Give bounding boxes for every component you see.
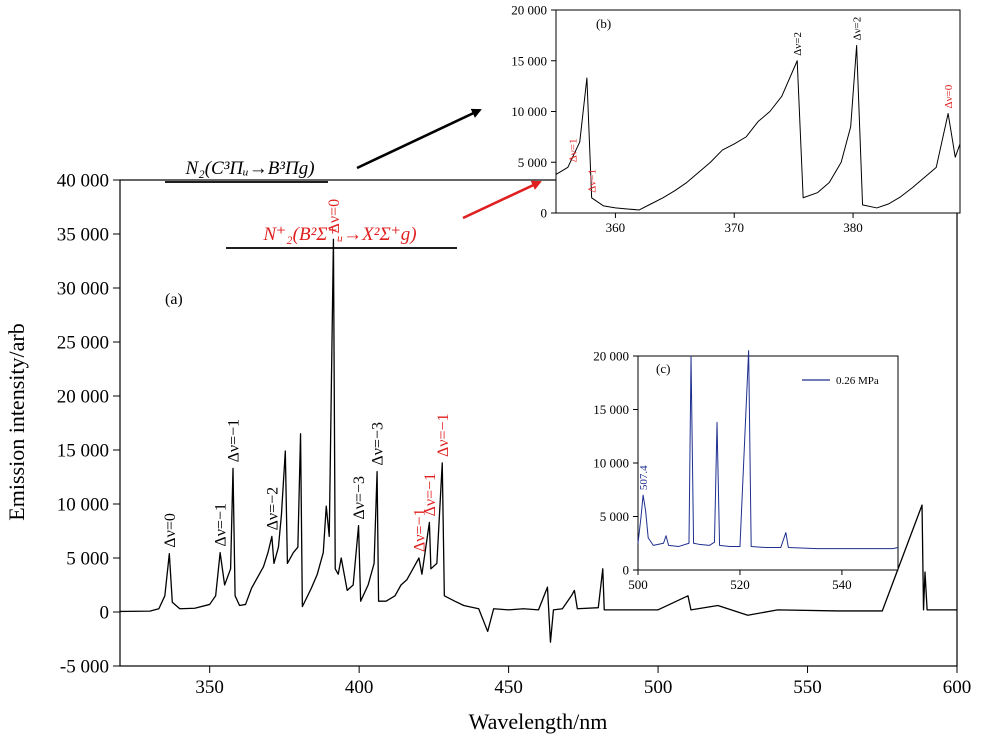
y-tick-label: 25 000 [57, 333, 109, 354]
y-tick-label: 15 000 [57, 441, 109, 462]
peak-annotation: Δν=2 [852, 17, 864, 41]
y-tick-label: 0 [541, 206, 548, 221]
x-tick-label: 520 [730, 577, 750, 592]
y-tick-label: 10 000 [511, 104, 547, 119]
series-line-0 [637, 350, 899, 550]
peak-annotation: Δν=2 [792, 32, 804, 56]
panel-c-plot-area [637, 355, 899, 571]
y-tick-label: 0 [623, 563, 630, 578]
panel-c-annotations: 507.4 [638, 465, 650, 490]
y-tick-label: 5 000 [518, 155, 547, 170]
peak-annotation: Δν=0 [943, 84, 955, 108]
y-tick-label: 15 000 [511, 53, 547, 68]
x-axis-title: Wavelength/nm [469, 709, 608, 734]
panel-c-axes: 500 520 540 0 5 000 10 000 15 000 20 000 [593, 349, 851, 592]
panel-c-label: (c) [656, 361, 670, 376]
x-tick-label: 540 [832, 577, 852, 592]
y-tick-label: 5 000 [600, 509, 629, 524]
panel-a-series [119, 238, 957, 643]
x-tick-label: 400 [345, 677, 374, 698]
x-tick-label: 360 [606, 220, 626, 235]
peak-annotation: Δν=−1 [422, 473, 439, 517]
panel-b-annotations: Δν=1 Δν=1 Δν=2 Δν=2 Δν=0 [568, 17, 956, 193]
panel-a-plot-area [119, 179, 958, 667]
y-tick-label: 10 000 [593, 456, 629, 471]
panel-a-annotations: Δν=0 Δν=−1Δν=−1Δν=−2Δν=0Δν=−3Δν=−3Δν=−1Δν… [162, 199, 452, 552]
y-tick-label: -5 000 [60, 657, 109, 678]
peak-annotation: Δν=−2 [265, 487, 282, 531]
series-line-0 [555, 45, 961, 211]
y-tick-label: 5 000 [66, 549, 109, 570]
peak-annotation: Δν=−1 [213, 503, 230, 547]
peak-annotation: Δν=0 [162, 513, 179, 548]
n2plus-band-label: N⁺₂(B²Σ⁺ᵤ→X²Σ⁺g) [262, 224, 416, 245]
x-tick-label: 500 [644, 677, 673, 698]
peak-annotation: 507.4 [638, 465, 650, 490]
y-tick-label: 30 000 [57, 279, 109, 300]
x-tick-label: 350 [195, 677, 224, 698]
x-tick-label: 600 [943, 677, 972, 698]
arrow-to-panel-b-red [462, 180, 542, 220]
n2-band-label: N₂(C³Πᵤ→B³Πg) [184, 158, 314, 179]
peak-annotation: Δν=0 [326, 199, 343, 234]
x-tick-label: 550 [793, 677, 822, 698]
panel-b-label: (b) [596, 16, 611, 31]
y-tick-label: 15 000 [593, 402, 629, 417]
peak-annotation: Δν=−1 [226, 419, 243, 463]
y-tick-label: 35 000 [57, 225, 109, 246]
panel-c-legend-text: 0.26 MPa [836, 375, 879, 387]
x-tick-label: 500 [628, 577, 648, 592]
panel-a-label: (a) [165, 291, 183, 308]
y-tick-label: 20 000 [593, 349, 629, 364]
y-tick-label: 10 000 [57, 495, 109, 516]
x-tick-label: 380 [843, 220, 863, 235]
panel-a: 350 400 450 500 550 600 -5 000 0 5 000 10 000 15 0… [4, 171, 971, 734]
band-labels: N₂(C³Πᵤ→B³Πg) N⁺₂(B²Σ⁺ᵤ→X²Σ⁺g) [165, 108, 542, 249]
peak-annotation: Δν=1 [568, 139, 580, 163]
peak-annotation: Δν=−1 [412, 508, 429, 552]
peak-annotation: Δν=−3 [351, 476, 368, 520]
peak-annotation: Δν=−3 [370, 422, 387, 466]
y-tick-label: 0 [100, 603, 110, 624]
peak-annotation: Δν=−1 [435, 413, 452, 457]
x-tick-label: 450 [494, 677, 523, 698]
y-tick-label: 40 000 [57, 171, 109, 192]
x-tick-label: 370 [724, 220, 744, 235]
y-tick-label: 20 000 [57, 387, 109, 408]
panel-a-axes: 350 400 450 500 550 600 -5 000 0 5 000 10 000 15 0… [57, 171, 972, 698]
series-line-0 [119, 238, 957, 643]
panel-b-axes: 360 370 380 0 5 000 10 000 15 000 20 000 [511, 3, 863, 235]
peak-annotation: Δν=1 [587, 169, 599, 193]
y-axis-title: Emission intensity/arb [4, 323, 29, 520]
arrow-to-panel-b-black [356, 108, 482, 170]
y-tick-label: 20 000 [511, 3, 547, 18]
panel-b-plot-area [555, 9, 961, 214]
panel-c-series [637, 350, 899, 550]
panel-b-series [555, 45, 961, 211]
